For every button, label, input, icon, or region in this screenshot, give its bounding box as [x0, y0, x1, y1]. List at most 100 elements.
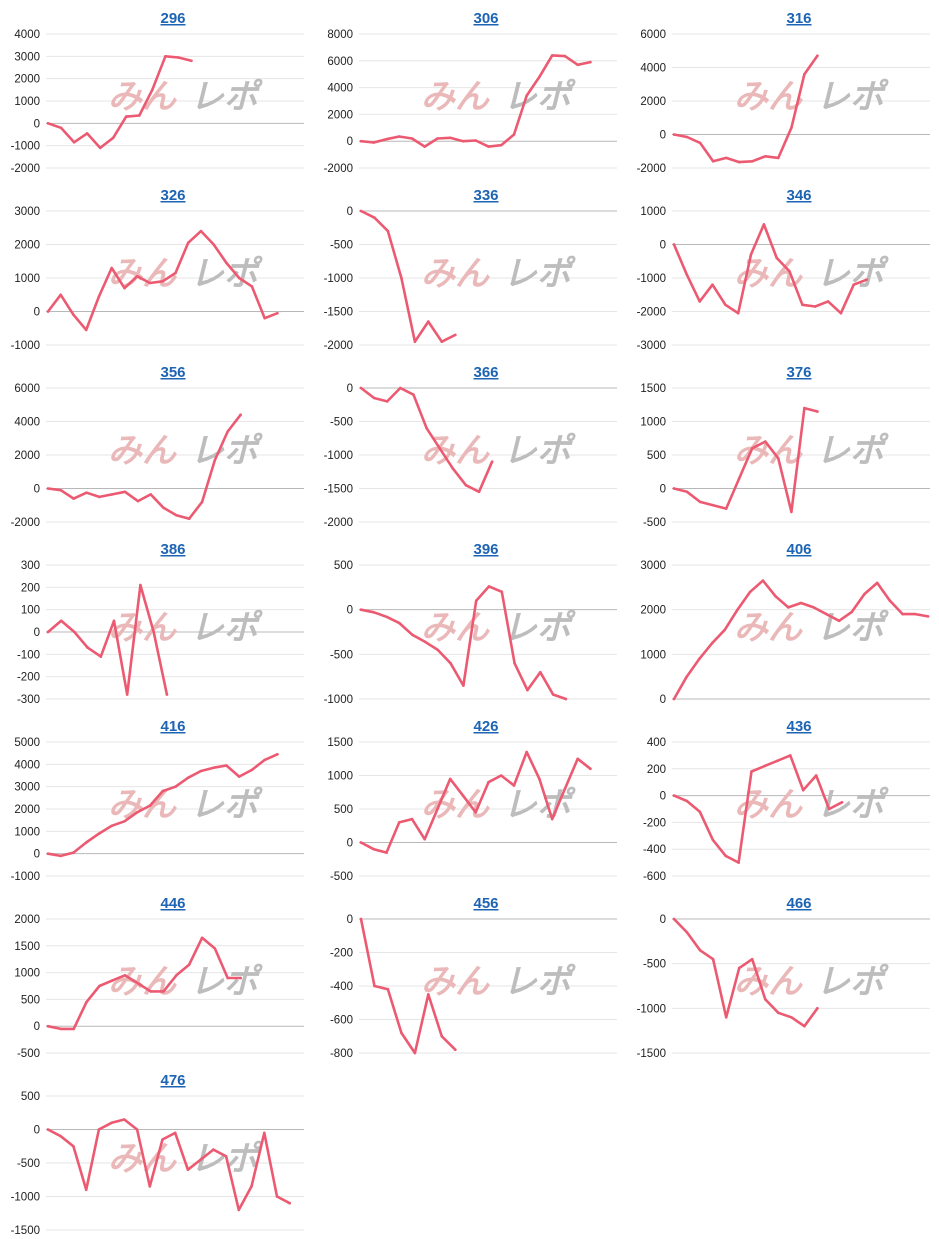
chart-title[interactable]: 306	[473, 10, 498, 27]
data-point	[412, 393, 415, 396]
data-point	[359, 917, 363, 921]
chart-title[interactable]: 406	[786, 541, 811, 558]
data-point	[589, 60, 592, 64]
y-tick-label: 0	[660, 694, 666, 706]
y-tick-label: 0	[34, 1021, 40, 1033]
watermark-text: みん	[108, 608, 177, 648]
data-point	[436, 807, 439, 811]
chart-446: 446 -500 0 500 1000 1500 2000 みん レポ	[14, 895, 304, 1060]
data-point	[85, 1000, 88, 1004]
data-point	[538, 777, 541, 781]
data-point	[213, 947, 217, 950]
data-point	[125, 693, 129, 696]
chart-title[interactable]: 326	[160, 187, 185, 204]
data-point	[136, 499, 140, 503]
y-tick-label: -1000	[637, 273, 666, 285]
data-point	[803, 72, 806, 76]
data-point	[123, 490, 127, 494]
data-point	[526, 688, 529, 692]
chart-title[interactable]: 376	[786, 364, 811, 381]
data-point	[110, 493, 114, 496]
data-point	[698, 949, 702, 952]
watermark-text: みん	[421, 254, 490, 294]
data-point	[788, 270, 791, 273]
y-tick-label: 2000	[14, 804, 40, 816]
y-tick-label: 4000	[640, 63, 666, 75]
chart-title[interactable]: 416	[160, 718, 185, 735]
watermark-text: みん	[734, 608, 803, 648]
data-point	[226, 430, 229, 433]
data-point	[225, 261, 228, 265]
y-tick-label: 0	[660, 791, 666, 803]
chart-title[interactable]: 336	[473, 187, 498, 204]
data-point	[72, 313, 75, 317]
y-tick-label: 1000	[327, 771, 353, 783]
chart-title[interactable]: 366	[473, 364, 498, 381]
chart-386: 386 -300 -200 -100 0 100 200 300 みん レポ	[17, 541, 304, 706]
data-point	[750, 447, 754, 450]
data-point	[46, 310, 50, 313]
chart-title[interactable]: 296	[160, 10, 185, 27]
chart-title[interactable]: 446	[160, 895, 185, 912]
y-tick-label: 6000	[640, 29, 666, 41]
data-point	[148, 1185, 152, 1188]
y-tick-label: -1000	[11, 871, 40, 883]
chart-title[interactable]: 426	[473, 718, 498, 735]
data-point	[764, 998, 767, 1001]
data-point	[410, 633, 414, 636]
data-point	[512, 784, 516, 787]
chart-title[interactable]: 386	[160, 541, 185, 558]
data-point	[803, 406, 806, 410]
data-point	[399, 386, 402, 390]
chart-title[interactable]: 396	[473, 541, 498, 558]
y-tick-label: 3000	[14, 51, 40, 63]
data-point	[464, 483, 468, 487]
data-point	[711, 957, 715, 961]
data-point	[386, 988, 390, 991]
data-point	[436, 137, 439, 140]
data-point	[263, 316, 267, 320]
data-point	[698, 810, 702, 813]
data-point	[123, 286, 126, 290]
data-point	[59, 1134, 62, 1138]
y-tick-label: -2000	[324, 517, 353, 529]
data-point	[799, 601, 803, 605]
chart-title[interactable]: 476	[160, 1072, 185, 1089]
watermark-logo: みん レポ	[421, 431, 576, 471]
data-point	[427, 993, 430, 996]
y-tick-label: 0	[347, 605, 353, 617]
chart-title[interactable]: 346	[786, 187, 811, 204]
data-point	[177, 56, 180, 59]
y-tick-label: -500	[330, 417, 353, 429]
data-point	[448, 777, 452, 781]
y-tick-label: 1000	[14, 968, 40, 980]
data-point	[451, 467, 455, 470]
chart-title[interactable]: 356	[160, 364, 185, 381]
chart-title[interactable]: 436	[786, 718, 811, 735]
series-line	[672, 406, 819, 514]
y-tick-label: 1000	[640, 206, 666, 218]
data-point	[551, 693, 555, 696]
data-point	[359, 209, 363, 213]
y-tick-label: 0	[660, 484, 666, 496]
data-point	[840, 801, 844, 804]
series-line	[46, 936, 242, 1031]
y-tick-label: 200	[21, 582, 40, 594]
chart-title[interactable]: 466	[786, 895, 811, 912]
chart-title[interactable]: 316	[786, 10, 811, 27]
data-point	[148, 804, 152, 807]
data-point	[816, 410, 819, 413]
data-point	[373, 984, 376, 988]
data-point	[487, 585, 491, 588]
data-point	[397, 821, 401, 824]
watermark-logo: みん レポ	[734, 431, 889, 471]
y-tick-label: -2000	[324, 163, 353, 175]
data-point	[750, 770, 753, 773]
y-tick-label: 1000	[14, 826, 40, 838]
data-point	[239, 413, 242, 417]
chart-title[interactable]: 456	[473, 895, 498, 912]
chart-296: 296 -2000 -1000 0 1000 2000 3000 4000 みん レポ	[11, 10, 304, 175]
data-point	[385, 137, 388, 141]
data-point	[762, 223, 766, 226]
